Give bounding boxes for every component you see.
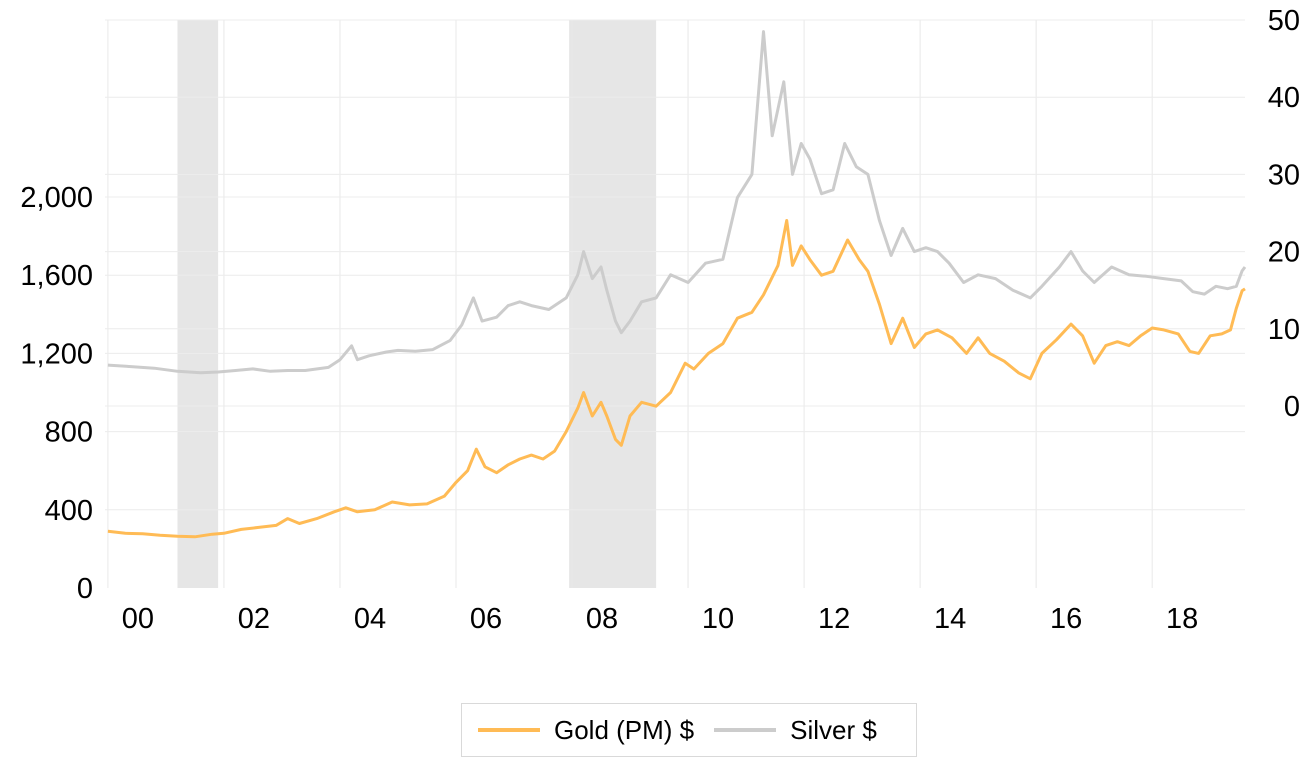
x-tick-label: 04	[354, 603, 386, 635]
shaded-period-2	[569, 20, 657, 588]
x-tick-label: 10	[702, 603, 734, 635]
left-y-tick-label: 1,200	[20, 338, 93, 370]
gridlines	[105, 19, 1245, 588]
x-tick-label: 02	[238, 603, 270, 635]
shaded-periods	[177, 20, 657, 588]
left-y-tick-label: 1,600	[20, 260, 93, 292]
x-tick-label: 16	[1050, 603, 1082, 635]
legend-item-silver: Silver $	[714, 715, 877, 746]
x-tick-label: 18	[1166, 603, 1198, 635]
left-y-tick-label: 2,000	[20, 182, 93, 214]
shaded-period-1	[177, 20, 219, 588]
legend-label-gold: Gold (PM) $	[554, 714, 695, 745]
legend-item-gold: Gold (PM) $	[478, 715, 694, 746]
x-tick-label: 14	[934, 603, 966, 635]
silver-series-line	[107, 30, 1247, 375]
right-y-tick-label: 0	[1284, 391, 1300, 423]
x-tick-label: 12	[818, 603, 850, 635]
right-y-tick-label: 10	[1268, 314, 1300, 346]
gold-line-swatch	[478, 728, 540, 732]
right-y-tick-label: 20	[1268, 237, 1300, 269]
left-y-axis: 0 400 800 1,200 1,600 2,000	[20, 182, 93, 605]
right-y-tick-label: 40	[1268, 82, 1300, 114]
silver-line-swatch	[714, 728, 777, 732]
x-tick-label: 00	[122, 603, 154, 635]
x-tick-label: 08	[586, 603, 618, 635]
left-y-tick-label: 800	[45, 417, 93, 449]
x-tick-label: 06	[470, 603, 502, 635]
right-y-tick-label: 50	[1268, 5, 1300, 37]
chart-legend: Gold (PM) $ Silver $	[461, 703, 917, 757]
x-axis: 00 02 04 06 08 10 12 14 16 18	[122, 603, 1199, 635]
right-y-axis: 0 10 20 30 40 50	[1268, 5, 1300, 423]
left-y-tick-label: 0	[77, 573, 93, 605]
right-y-tick-label: 30	[1268, 159, 1300, 191]
gold-series-line	[107, 219, 1246, 539]
left-y-tick-label: 400	[45, 495, 93, 527]
series-lines	[107, 30, 1247, 539]
legend-label-silver: Silver $	[790, 714, 877, 745]
